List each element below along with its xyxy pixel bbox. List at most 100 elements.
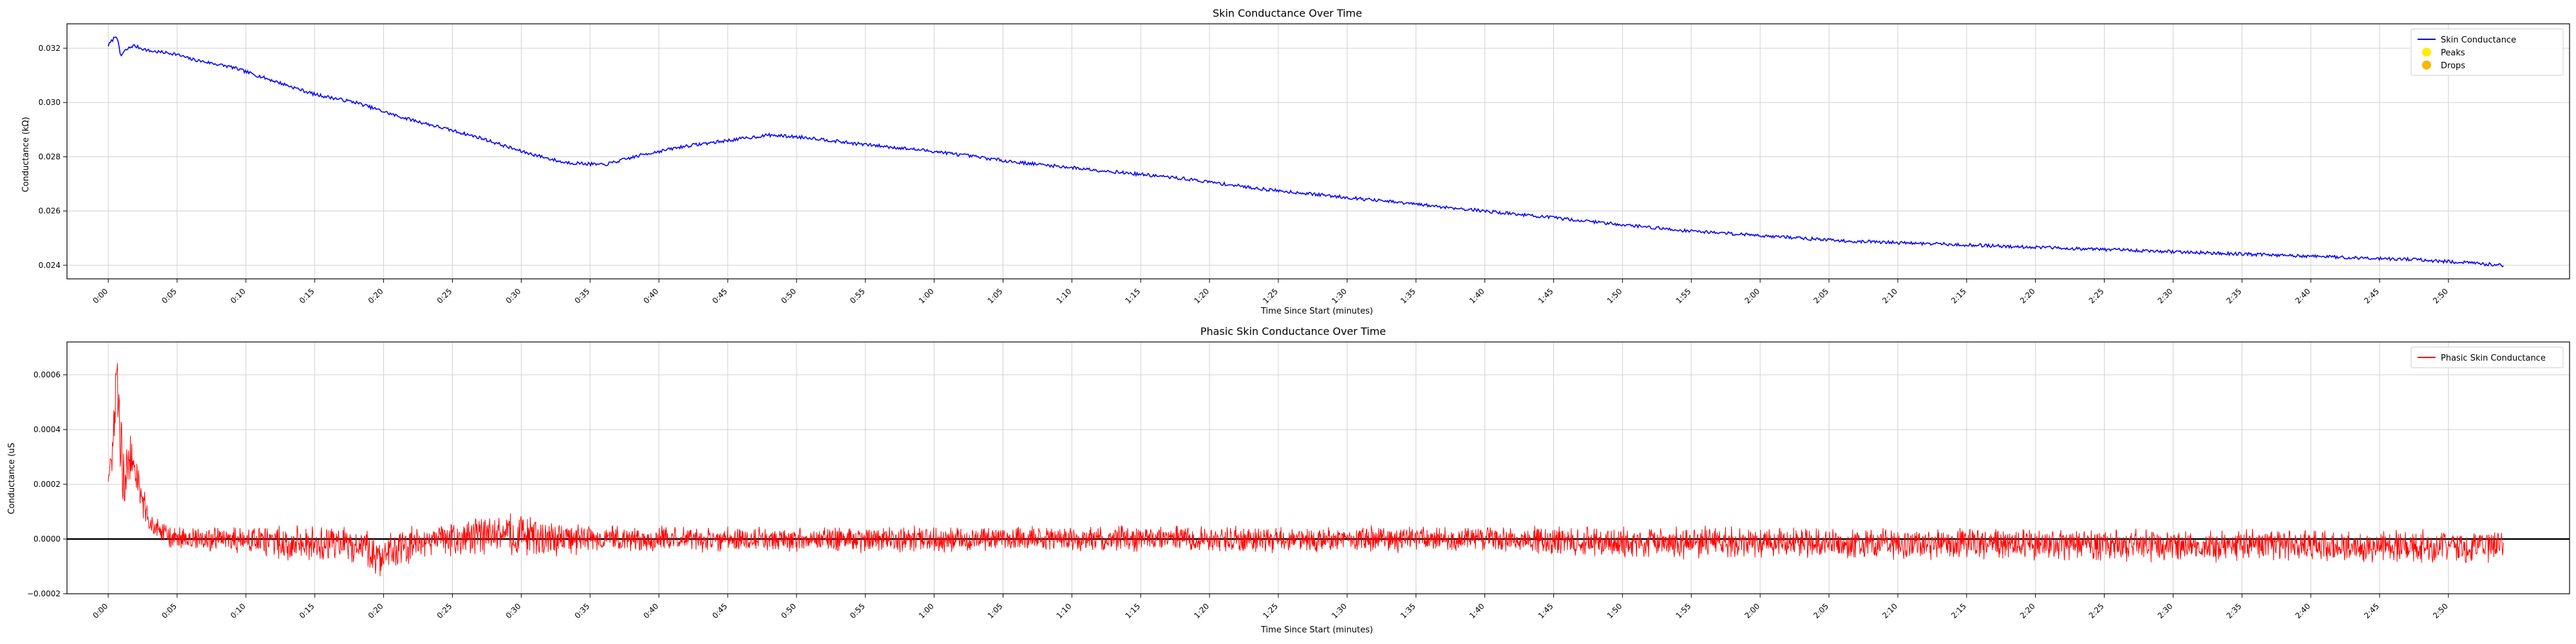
x-tick-label: 2:50: [2431, 287, 2450, 305]
x-tick-label: 2:40: [2293, 601, 2312, 620]
chart-title: Skin Conductance Over Time: [1213, 7, 1362, 19]
y-axis-ticks: −0.0002 0.0000 0.0002 0.0004 0.0006: [27, 370, 67, 598]
x-tick-label: 2:30: [2156, 287, 2175, 305]
y-tick-label: −0.0002: [27, 589, 61, 598]
x-tick-label: 0:45: [710, 287, 729, 305]
skin-conductance-chart: Skin Conductance Over Time 0:00 0:05 0:10 0…: [21, 7, 2570, 316]
y-axis-label: Conductance (uS: [7, 442, 17, 514]
x-tick-label: 1:20: [1192, 287, 1211, 305]
x-axis-label: Time Since Start (minutes): [1260, 625, 1373, 635]
x-tick-label: 0:35: [573, 287, 591, 305]
x-tick-label: 0:45: [710, 601, 729, 620]
x-axis-ticks: 0:00 0:05 0:10 0:15 0:20 0:25 0:30 0:35 0:40 0:45…: [91, 594, 2450, 620]
x-tick-label: 0:05: [160, 287, 178, 305]
x-tick-label: 2:00: [1743, 287, 1761, 305]
x-tick-label: 0:15: [298, 287, 316, 305]
x-tick-label: 2:10: [1880, 287, 1899, 305]
x-tick-label: 0:50: [779, 287, 798, 305]
legend: Phasic Skin Conductance: [2410, 346, 2564, 368]
legend-label: Phasic Skin Conductance: [2441, 354, 2546, 363]
x-tick-label: 1:30: [1330, 287, 1349, 305]
x-tick-label: 2:15: [1949, 601, 1968, 620]
x-tick-label: 0:40: [641, 601, 660, 620]
x-tick-label: 2:35: [2224, 287, 2243, 305]
y-tick-label: 0.030: [39, 98, 61, 107]
grid: [67, 24, 2570, 279]
phasic-skin-conductance-line: [108, 363, 2504, 576]
phasic-skin-conductance-chart: Phasic Skin Conductance Over Time 0:00 0:…: [7, 325, 2570, 635]
x-tick-label: 1:45: [1537, 287, 1555, 305]
y-tick-label: 0.032: [39, 44, 61, 53]
legend-box: [2410, 346, 2564, 368]
x-tick-label: 0:25: [435, 601, 454, 620]
x-tick-label: 1:50: [1605, 287, 1624, 305]
x-tick-label: 2:20: [2018, 287, 2037, 305]
plot-frame: [66, 23, 2570, 279]
x-tick-label: 1:10: [1055, 601, 1074, 620]
x-tick-label: 0:25: [435, 287, 454, 305]
x-tick-label: 0:00: [91, 287, 109, 305]
x-tick-label: 1:05: [986, 287, 1005, 305]
legend-marker-swatch: [2422, 61, 2431, 70]
x-tick-label: 0:05: [160, 601, 178, 620]
x-tick-label: 2:10: [1880, 601, 1899, 620]
x-axis-label: Time Since Start (minutes): [1260, 307, 1373, 316]
x-tick-label: 0:55: [848, 287, 867, 305]
x-tick-label: 0:10: [229, 601, 247, 620]
x-axis-ticks: 0:00 0:05 0:10 0:15 0:20 0:25 0:30 0:35 0:40 0:45…: [91, 279, 2450, 305]
y-tick-label: 0.026: [39, 207, 61, 216]
x-tick-label: 0:30: [504, 287, 523, 305]
x-tick-label: 0:00: [91, 601, 109, 620]
x-tick-label: 2:20: [2018, 601, 2037, 620]
x-tick-label: 0:40: [641, 287, 660, 305]
legend-box: [2410, 28, 2564, 76]
x-tick-label: 1:20: [1192, 601, 1211, 620]
y-tick-label: 0.0004: [33, 425, 61, 434]
x-tick-label: 0:15: [298, 601, 316, 620]
x-tick-label: 2:45: [2362, 287, 2381, 305]
x-tick-label: 2:05: [1812, 287, 1830, 305]
x-tick-label: 0:55: [848, 601, 867, 620]
x-tick-label: 1:35: [1399, 601, 1417, 620]
x-tick-label: 1:30: [1330, 601, 1349, 620]
y-axis-ticks: 0.024 0.026 0.028 0.030 0.032: [39, 44, 67, 270]
x-tick-label: 0:30: [504, 601, 523, 620]
x-tick-label: 1:45: [1537, 601, 1555, 620]
chart-title: Phasic Skin Conductance Over Time: [1200, 325, 1386, 337]
y-tick-label: 0.0000: [33, 535, 61, 544]
y-tick-label: 0.024: [39, 261, 61, 270]
series-layer: [108, 36, 2504, 268]
x-tick-label: 0:20: [366, 601, 385, 620]
x-tick-label: 2:45: [2362, 601, 2381, 620]
x-tick-label: 1:15: [1123, 601, 1142, 620]
legend-label: Drops: [2441, 61, 2465, 71]
y-axis-label: Conductance (kΩ): [21, 117, 31, 192]
x-tick-label: 2:00: [1743, 601, 1761, 620]
x-tick-label: 0:10: [229, 287, 247, 305]
x-tick-label: 2:15: [1949, 287, 1968, 305]
x-tick-label: 1:50: [1605, 601, 1624, 620]
x-tick-label: 1:00: [917, 287, 936, 305]
legend-label: Skin Conductance: [2441, 35, 2516, 45]
y-tick-label: 0.0006: [33, 370, 61, 379]
x-tick-label: 1:40: [1468, 287, 1486, 305]
x-tick-label: 2:30: [2156, 601, 2175, 620]
y-tick-label: 0.028: [39, 152, 61, 161]
x-tick-label: 0:50: [779, 601, 798, 620]
grid: [67, 342, 2570, 594]
x-tick-label: 0:20: [366, 287, 385, 305]
x-tick-label: 2:35: [2224, 601, 2243, 620]
x-tick-label: 1:00: [917, 601, 936, 620]
plot-frame: [66, 341, 2570, 594]
y-tick-label: 0.0002: [33, 480, 61, 489]
x-tick-label: 1:25: [1261, 601, 1280, 620]
x-tick-label: 2:05: [1812, 601, 1830, 620]
x-tick-label: 1:25: [1261, 287, 1280, 305]
legend-label: Peaks: [2441, 48, 2465, 58]
x-tick-label: 0:35: [573, 601, 591, 620]
x-tick-label: 1:15: [1123, 287, 1142, 305]
series-layer: [67, 363, 2570, 576]
x-tick-label: 1:05: [986, 601, 1005, 620]
x-tick-label: 1:55: [1674, 287, 1692, 305]
